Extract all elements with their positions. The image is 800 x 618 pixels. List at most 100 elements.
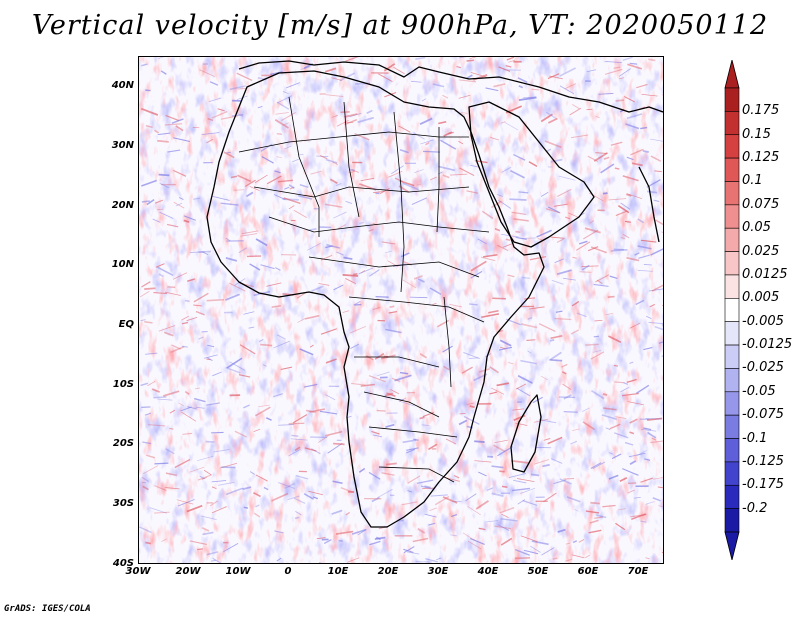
velocity-streak bbox=[608, 335, 622, 344]
velocity-streak bbox=[425, 141, 430, 146]
velocity-streak bbox=[178, 197, 184, 201]
velocity-streak bbox=[275, 267, 281, 271]
velocity-streak bbox=[417, 527, 426, 534]
velocity-streak bbox=[491, 465, 504, 469]
velocity-streak bbox=[590, 351, 605, 360]
lon-tick-label: 40E bbox=[477, 566, 499, 577]
velocity-streak bbox=[195, 406, 205, 409]
lat-tick-label: EQ bbox=[118, 319, 134, 330]
velocity-streak bbox=[295, 510, 302, 516]
velocity-streak bbox=[531, 540, 549, 546]
velocity-streak bbox=[175, 202, 183, 207]
velocity-streak bbox=[206, 138, 214, 144]
velocity-streak bbox=[512, 487, 531, 492]
velocity-streak bbox=[260, 343, 273, 347]
velocity-streak bbox=[406, 551, 420, 555]
map-area[interactable] bbox=[138, 56, 664, 564]
velocity-streak bbox=[400, 252, 410, 258]
velocity-streak bbox=[610, 141, 623, 146]
velocity-streak bbox=[344, 118, 358, 126]
velocity-streak bbox=[141, 281, 151, 288]
velocity-streak bbox=[223, 151, 235, 159]
velocity-streak bbox=[402, 439, 417, 444]
velocity-streak bbox=[459, 79, 477, 83]
velocity-streak bbox=[198, 336, 204, 340]
velocity-streak bbox=[195, 310, 205, 316]
velocity-streak bbox=[271, 305, 281, 308]
velocity-streak bbox=[460, 112, 468, 114]
velocity-streak bbox=[643, 346, 653, 351]
velocity-streak bbox=[407, 475, 421, 484]
velocity-streak bbox=[602, 192, 608, 195]
velocity-streak bbox=[478, 471, 487, 477]
velocity-streak bbox=[604, 68, 623, 75]
colorbar-swatch bbox=[724, 111, 740, 136]
velocity-streak bbox=[637, 270, 653, 272]
velocity-streak bbox=[142, 441, 152, 445]
velocity-streak bbox=[615, 416, 627, 419]
colorbar-label: -0.2 bbox=[742, 500, 768, 516]
velocity-streak bbox=[225, 293, 240, 301]
velocity-streak bbox=[485, 87, 499, 92]
country-borders bbox=[238, 96, 490, 483]
velocity-streak bbox=[635, 299, 645, 306]
velocity-streak bbox=[357, 116, 375, 124]
velocity-streak bbox=[318, 435, 329, 443]
velocity-streak bbox=[255, 504, 260, 508]
velocity-streak bbox=[201, 527, 210, 532]
velocity-streak bbox=[213, 449, 230, 453]
velocity-streak bbox=[276, 101, 290, 110]
velocity-streak bbox=[311, 285, 324, 292]
velocity-streak bbox=[609, 423, 621, 430]
velocity-streak bbox=[325, 94, 344, 98]
velocity-streak bbox=[551, 279, 564, 285]
velocity-streak bbox=[326, 159, 338, 164]
velocity-streak bbox=[553, 479, 567, 485]
velocity-streak bbox=[609, 275, 618, 280]
velocity-streak bbox=[368, 375, 386, 383]
velocity-streak bbox=[199, 69, 215, 78]
velocity-streak bbox=[424, 485, 431, 489]
velocity-streak bbox=[624, 220, 631, 223]
velocity-streak bbox=[373, 191, 385, 193]
velocity-streak bbox=[649, 303, 656, 308]
velocity-streak bbox=[276, 557, 282, 562]
colorbar-label: -0.175 bbox=[742, 477, 784, 493]
velocity-streak bbox=[342, 310, 350, 313]
velocity-streak bbox=[505, 238, 511, 242]
velocity-streak bbox=[653, 477, 663, 480]
velocity-streak bbox=[360, 270, 366, 274]
velocity-streak bbox=[518, 191, 529, 194]
velocity-streak bbox=[520, 359, 537, 365]
velocity-streak bbox=[201, 132, 220, 135]
lon-tick-label: 70E bbox=[627, 566, 649, 577]
velocity-streak bbox=[292, 414, 308, 424]
velocity-streak bbox=[595, 152, 607, 155]
velocity-streak bbox=[500, 120, 506, 124]
velocity-streak bbox=[154, 485, 167, 492]
lat-tick-label: 20N bbox=[111, 200, 134, 211]
velocity-streak bbox=[199, 475, 205, 480]
velocity-streak bbox=[241, 230, 259, 235]
velocity-streak bbox=[304, 314, 320, 320]
velocity-streak bbox=[483, 254, 498, 258]
velocity-streak bbox=[389, 305, 395, 309]
velocity-streak bbox=[310, 170, 322, 175]
velocity-streak bbox=[509, 198, 527, 201]
velocity-streak bbox=[449, 303, 463, 308]
velocity-streak bbox=[442, 496, 458, 504]
colorbar-label: -0.1 bbox=[742, 430, 768, 446]
velocity-streak bbox=[607, 295, 615, 299]
velocity-streak bbox=[527, 316, 533, 320]
velocity-streak bbox=[385, 423, 395, 428]
velocity-streak bbox=[308, 490, 323, 496]
velocity-streak bbox=[603, 156, 610, 160]
velocity-streak bbox=[461, 366, 473, 374]
velocity-streak bbox=[172, 272, 188, 280]
colorbar-swatch bbox=[724, 251, 740, 276]
velocity-streak bbox=[323, 539, 332, 545]
velocity-streak bbox=[596, 279, 603, 285]
velocity-streak bbox=[406, 447, 419, 451]
velocity-streak bbox=[285, 482, 295, 489]
velocity-streak bbox=[145, 541, 152, 545]
